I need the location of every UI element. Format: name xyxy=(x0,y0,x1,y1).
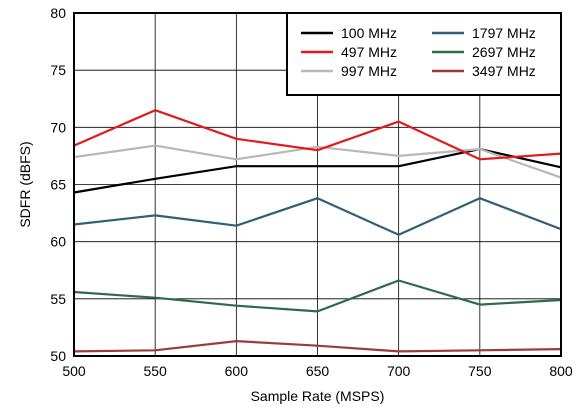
y-tick-label: 70 xyxy=(50,119,66,135)
legend: 100 MHz 497 MHz 997 MHz 1797 MHz 2697 MHz 349… xyxy=(286,12,562,96)
series-line-997-mhz xyxy=(73,144,562,179)
series-line-1797-mhz xyxy=(73,197,562,236)
legend-label: 100 MHz xyxy=(341,25,397,41)
x-axis-ticks: 500 550 600 650 700 750 800 xyxy=(62,363,573,379)
legend-label: 997 MHz xyxy=(341,63,397,79)
series-lines xyxy=(73,109,562,353)
y-tick-label: 60 xyxy=(50,234,66,250)
x-tick-label: 800 xyxy=(549,363,573,379)
legend-label: 2697 MHz xyxy=(472,44,536,60)
x-tick-label: 500 xyxy=(62,363,86,379)
series-line-497-mhz xyxy=(73,109,562,161)
y-tick-label: 80 xyxy=(50,5,66,21)
x-tick-label: 650 xyxy=(306,363,330,379)
x-tick-label: 750 xyxy=(468,363,492,379)
series-line-3497-mhz xyxy=(73,340,562,353)
legend-label: 3497 MHz xyxy=(472,63,536,79)
y-tick-label: 65 xyxy=(50,177,66,193)
x-tick-label: 700 xyxy=(387,363,411,379)
y-tick-label: 50 xyxy=(50,348,66,364)
y-tick-label: 55 xyxy=(50,291,66,307)
legend-label: 1797 MHz xyxy=(472,25,536,41)
x-tick-label: 550 xyxy=(143,363,167,379)
x-axis-title: Sample Rate (MSPS) xyxy=(251,388,385,404)
series-line-2697-mhz xyxy=(73,279,562,313)
x-tick-label: 600 xyxy=(225,363,249,379)
y-tick-label: 75 xyxy=(50,62,66,78)
legend-label: 497 MHz xyxy=(341,44,397,60)
y-axis-ticks: 50 55 60 65 70 75 80 xyxy=(50,5,66,364)
y-axis-title: SDFR (dBFS) xyxy=(17,141,33,227)
legend-box xyxy=(286,12,562,96)
